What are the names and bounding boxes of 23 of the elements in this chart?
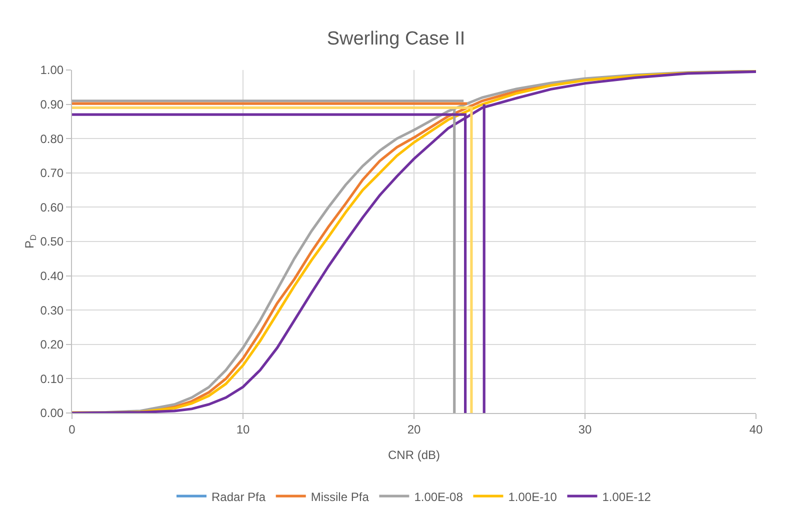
y-tick-label: 0.10 <box>40 372 64 386</box>
x-tick-label: 40 <box>749 422 763 436</box>
y-tick-label: 0.20 <box>40 338 64 352</box>
legend-label: Missile Pfa <box>310 490 370 504</box>
y-tick-label: 0.90 <box>40 98 64 112</box>
legend-label: 1.00E-08 <box>414 490 464 504</box>
y-tick-label: 0.30 <box>40 303 64 318</box>
chart-title: Swerling Case II <box>326 28 466 50</box>
legend-label: 1.00E-12 <box>602 490 652 504</box>
y-tick-label: 0.60 <box>40 200 64 214</box>
x-tick-label: 20 <box>407 422 421 436</box>
x-tick-label: 0 <box>68 422 76 436</box>
x-tick-label: 10 <box>236 422 250 436</box>
x-axis-title: CNR (dB) <box>388 448 440 462</box>
y-tick-label: 0.00 <box>40 406 64 420</box>
legend-label: 1.00E-10 <box>508 490 558 504</box>
y-tick-label: 0.80 <box>40 132 64 146</box>
y-tick-label: 0.70 <box>40 166 64 180</box>
y-tick-label: 0.40 <box>40 269 64 283</box>
x-tick-label: 30 <box>578 422 592 436</box>
y-tick-label: 1.00 <box>40 63 64 78</box>
y-tick-label: 0.50 <box>40 234 64 249</box>
legend-label: Radar Pfa <box>212 490 266 504</box>
